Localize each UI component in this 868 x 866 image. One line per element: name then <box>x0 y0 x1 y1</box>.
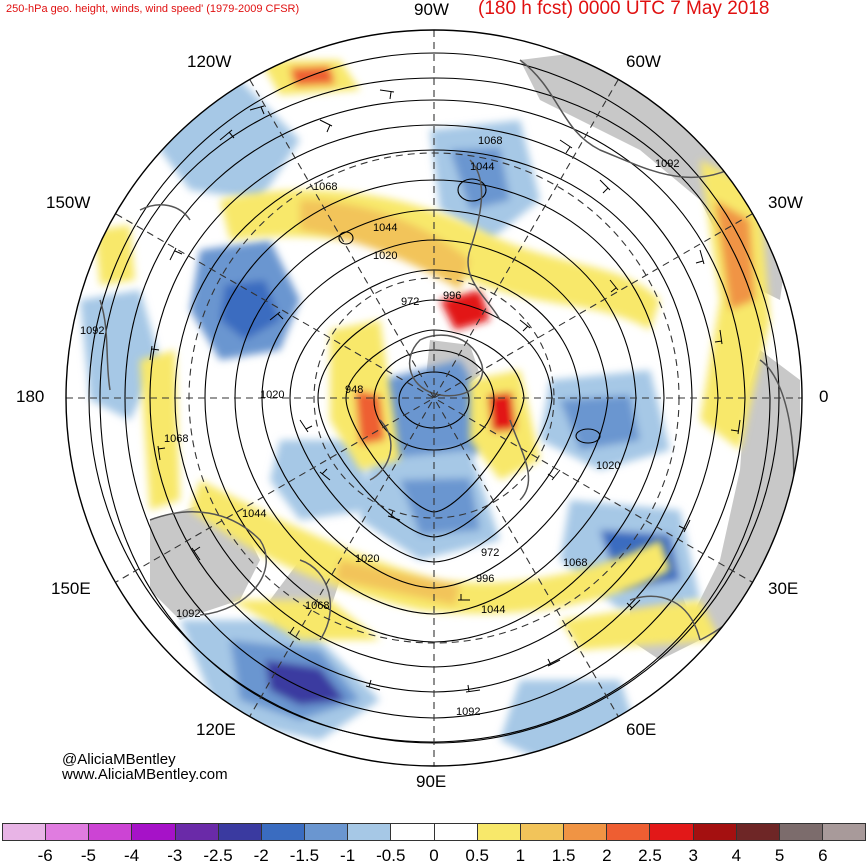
lon-label-150w: 150W <box>46 193 91 212</box>
colorbar-swatch <box>348 824 392 840</box>
colorbar-swatch <box>650 824 694 840</box>
colorbar-swatch <box>520 824 565 840</box>
contour-label: 948 <box>345 384 363 396</box>
contour-label: 1044 <box>373 222 397 234</box>
colorbar-tick-label: 3 <box>688 846 698 865</box>
colorbar-tick-label: 1.5 <box>551 846 576 865</box>
contour-label: 1068 <box>164 433 188 445</box>
contour-label: 996 <box>443 290 461 302</box>
colorbar-swatch <box>564 824 608 840</box>
colorbar-swatch <box>305 824 349 840</box>
contour-label: 1044 <box>242 508 266 520</box>
contour-label: 972 <box>481 547 499 559</box>
contour-label: 996 <box>476 573 494 585</box>
wind-barbs <box>149 89 741 693</box>
contour-label: 1020 <box>596 460 620 472</box>
contour-label: 1068 <box>313 181 337 193</box>
colorbar-tick-label: -2 <box>253 846 269 865</box>
colorbar-swatch <box>89 824 133 840</box>
colorbar-swatch <box>218 824 262 840</box>
graticule <box>66 30 802 766</box>
lon-label-30w: 30W <box>768 193 803 212</box>
colorbar-swatch <box>607 824 651 840</box>
contour-label: 1092 <box>80 325 104 337</box>
colorbar-tick-label: 5 <box>774 846 785 865</box>
contour-label: 1068 <box>478 135 502 147</box>
colorbar-swatch <box>175 824 219 840</box>
colorbar-tick-label: -5 <box>80 846 96 865</box>
contour-label: 1092 <box>655 158 679 170</box>
colorbar-swatch <box>477 824 521 840</box>
contour-label: 1092 <box>176 608 200 620</box>
lon-label-60w: 60W <box>626 52 661 71</box>
colorbar-swatch <box>391 824 435 840</box>
contour-label: 1092 <box>456 706 480 718</box>
colorbar-swatch <box>46 824 90 840</box>
colorbar-tick-label: -1.5 <box>289 846 320 865</box>
colorbar-labels: -6 -5 -4 -3 -2.5 -2 -1.5 -1 -0.5 0 0.5 1 1.5 2 2.5 3 4 5 6 <box>0 846 868 866</box>
colorbar <box>2 823 866 841</box>
contour-label: 1068 <box>305 600 329 612</box>
colorbar-swatch <box>822 824 866 840</box>
lon-label-90w: 90W <box>414 0 449 19</box>
lon-label-60e: 60E <box>626 720 657 739</box>
polar-stereographic-map: 1068 1044 1092 1068 1044 1020 972 996 10… <box>65 29 803 767</box>
colorbar-tick-label: -2.5 <box>203 846 233 865</box>
colorbar-swatch <box>3 824 47 840</box>
lon-label-120w: 120W <box>187 52 232 71</box>
contour-label: 1020 <box>373 250 397 262</box>
map-boundary <box>65 29 803 767</box>
colorbar-tick-label: 4 <box>731 846 742 865</box>
coastlines <box>99 59 795 641</box>
colorbar-tick-label: 2.5 <box>638 846 662 865</box>
lon-label-0: 0 <box>819 387 829 406</box>
forecast-time-title: (180 h fcst) 0000 UTC 7 May 2018 <box>478 0 770 19</box>
colorbar-tick-label: -0.5 <box>376 846 406 865</box>
colorbar-tick-label: 1 <box>515 846 526 865</box>
colorbar-swatch <box>693 824 737 840</box>
contour-label: 1020 <box>260 389 284 401</box>
lon-label-180: 180 <box>16 387 45 406</box>
credit-website: www.AliciaMBentley.com <box>62 766 228 783</box>
contour-label: 1044 <box>481 604 505 616</box>
lon-label-30e: 30E <box>768 579 799 598</box>
colorbar-tick-label: -3 <box>167 846 183 865</box>
lon-label-120e: 120E <box>196 720 236 739</box>
colorbar-swatch <box>779 824 823 840</box>
lon-label-90e: 90E <box>416 772 447 791</box>
colorbar-tick-label: -1 <box>340 846 356 865</box>
contour-labels: 1068 1044 1092 1068 1044 1020 972 996 10… <box>80 135 679 718</box>
map-title: 250-hPa geo. height, winds, wind speed' … <box>6 3 300 15</box>
contour-label: 1020 <box>355 553 379 565</box>
colorbar-tick-label: 0 <box>429 846 439 865</box>
colorbar-tick-label: -6 <box>37 846 53 865</box>
credit-handle: @AliciaMBentley <box>62 751 176 768</box>
contour-label: 1068 <box>563 557 587 569</box>
contour-label: 1044 <box>470 161 494 173</box>
colorbar-swatch <box>434 824 478 840</box>
colorbar-swatch <box>132 824 176 840</box>
colorbar-tick-label: -4 <box>124 846 140 865</box>
colorbar-tick-label: 2 <box>602 846 612 865</box>
contour-label: 972 <box>401 296 419 308</box>
colorbar-tick-label: 6 <box>818 846 828 865</box>
colorbar-swatch <box>261 824 306 840</box>
colorbar-tick-label: 0.5 <box>465 846 490 865</box>
colorbar-swatch <box>736 824 780 840</box>
positive-wind-anomalies <box>95 60 770 650</box>
lon-label-150e: 150E <box>51 579 91 598</box>
